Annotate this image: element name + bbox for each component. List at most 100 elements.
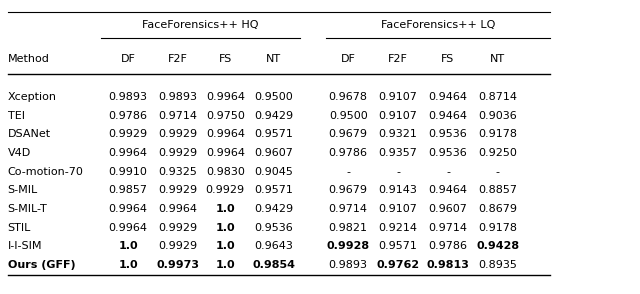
Text: 0.8857: 0.8857 <box>479 185 517 196</box>
Text: Ours (GFF): Ours (GFF) <box>8 260 76 270</box>
Text: Co-motion-70: Co-motion-70 <box>8 167 84 177</box>
Text: 0.9964: 0.9964 <box>109 204 147 214</box>
Text: 0.9893: 0.9893 <box>109 92 147 102</box>
Text: 0.9964: 0.9964 <box>206 92 244 102</box>
Text: 0.9830: 0.9830 <box>206 167 244 177</box>
Text: 0.9854: 0.9854 <box>252 260 296 270</box>
Text: STIL: STIL <box>8 223 31 233</box>
Text: Xception: Xception <box>8 92 57 102</box>
Text: 0.9929: 0.9929 <box>158 185 198 196</box>
Text: 0.9607: 0.9607 <box>255 148 293 158</box>
Text: S-MIL: S-MIL <box>8 185 38 196</box>
Text: 0.9964: 0.9964 <box>206 129 244 139</box>
Text: 0.9762: 0.9762 <box>376 260 420 270</box>
Text: 0.9893: 0.9893 <box>159 92 197 102</box>
Text: Method: Method <box>8 54 49 64</box>
Text: 0.9929: 0.9929 <box>205 185 245 196</box>
Text: 0.9679: 0.9679 <box>329 185 367 196</box>
Text: 0.9607: 0.9607 <box>429 204 467 214</box>
Text: 0.9107: 0.9107 <box>379 204 417 214</box>
Text: 0.9893: 0.9893 <box>329 260 367 270</box>
Text: FaceForensics++ LQ: FaceForensics++ LQ <box>381 20 495 30</box>
Text: 0.9929: 0.9929 <box>158 241 198 251</box>
Text: -: - <box>346 167 350 177</box>
Text: 0.9250: 0.9250 <box>479 148 517 158</box>
Text: 0.9964: 0.9964 <box>159 204 197 214</box>
Text: 0.9429: 0.9429 <box>254 204 294 214</box>
Text: 0.9786: 0.9786 <box>329 148 367 158</box>
Text: 0.9536: 0.9536 <box>255 223 293 233</box>
Text: NT: NT <box>490 54 506 64</box>
Text: 0.9357: 0.9357 <box>379 148 417 158</box>
Text: FS: FS <box>219 54 232 64</box>
Text: 0.9107: 0.9107 <box>379 92 417 102</box>
Text: 0.9500: 0.9500 <box>329 111 367 121</box>
Text: 0.9464: 0.9464 <box>429 185 467 196</box>
Text: 0.9045: 0.9045 <box>255 167 293 177</box>
Text: FS: FS <box>442 54 454 64</box>
Text: 0.9679: 0.9679 <box>329 129 367 139</box>
Text: 0.9857: 0.9857 <box>109 185 147 196</box>
Text: 0.9786: 0.9786 <box>429 241 467 251</box>
Text: 1.0: 1.0 <box>118 241 138 251</box>
Text: 0.9571: 0.9571 <box>255 185 293 196</box>
Text: 1.0: 1.0 <box>216 241 235 251</box>
Text: 0.9929: 0.9929 <box>108 129 148 139</box>
Text: 0.9325: 0.9325 <box>159 167 197 177</box>
Text: 0.9929: 0.9929 <box>158 223 198 233</box>
Text: 0.9036: 0.9036 <box>479 111 517 121</box>
Text: 0.9821: 0.9821 <box>329 223 367 233</box>
Text: 0.9929: 0.9929 <box>158 129 198 139</box>
Text: 0.9464: 0.9464 <box>429 111 467 121</box>
Text: TEI: TEI <box>8 111 25 121</box>
Text: DF: DF <box>120 54 136 64</box>
Text: 0.9143: 0.9143 <box>379 185 417 196</box>
Text: 0.9428: 0.9428 <box>476 241 520 251</box>
Text: 0.9429: 0.9429 <box>254 111 294 121</box>
Text: F2F: F2F <box>388 54 408 64</box>
Text: 0.9464: 0.9464 <box>429 92 467 102</box>
Text: -: - <box>396 167 400 177</box>
Text: 0.9973: 0.9973 <box>156 260 200 270</box>
Text: 0.9964: 0.9964 <box>109 223 147 233</box>
Text: 0.9107: 0.9107 <box>379 111 417 121</box>
Text: 1.0: 1.0 <box>216 223 235 233</box>
Text: 1.0: 1.0 <box>118 260 138 270</box>
Text: 0.9750: 0.9750 <box>206 111 244 121</box>
Text: 0.9964: 0.9964 <box>206 148 244 158</box>
Text: 0.9643: 0.9643 <box>255 241 293 251</box>
Text: 0.9214: 0.9214 <box>379 223 417 233</box>
Text: F2F: F2F <box>168 54 188 64</box>
Text: 0.9571: 0.9571 <box>255 129 293 139</box>
Text: 0.9928: 0.9928 <box>326 241 370 251</box>
Text: FaceForensics++ HQ: FaceForensics++ HQ <box>142 20 259 30</box>
Text: 0.9910: 0.9910 <box>109 167 147 177</box>
Text: 0.9929: 0.9929 <box>158 148 198 158</box>
Text: V4D: V4D <box>8 148 31 158</box>
Text: 1.0: 1.0 <box>216 260 235 270</box>
Text: 0.9571: 0.9571 <box>379 241 417 251</box>
Text: 0.9678: 0.9678 <box>329 92 367 102</box>
Text: S-MIL-T: S-MIL-T <box>8 204 47 214</box>
Text: 0.9786: 0.9786 <box>109 111 147 121</box>
Text: 0.9178: 0.9178 <box>479 223 517 233</box>
Text: DSANet: DSANet <box>8 129 51 139</box>
Text: 0.9321: 0.9321 <box>379 129 417 139</box>
Text: 0.9536: 0.9536 <box>429 148 467 158</box>
Text: 0.9714: 0.9714 <box>429 223 467 233</box>
Text: NT: NT <box>266 54 282 64</box>
Text: 0.9536: 0.9536 <box>429 129 467 139</box>
Text: 0.9964: 0.9964 <box>109 148 147 158</box>
Text: 0.8935: 0.8935 <box>479 260 517 270</box>
Text: -: - <box>496 167 500 177</box>
Text: 1.0: 1.0 <box>216 204 235 214</box>
Text: 0.8679: 0.8679 <box>479 204 517 214</box>
Text: -: - <box>446 167 450 177</box>
Text: 0.9714: 0.9714 <box>159 111 197 121</box>
Text: 0.9813: 0.9813 <box>427 260 469 270</box>
Text: I-I-SIM: I-I-SIM <box>8 241 42 251</box>
Text: 0.9714: 0.9714 <box>329 204 367 214</box>
Text: DF: DF <box>340 54 356 64</box>
Text: 0.8714: 0.8714 <box>479 92 517 102</box>
Text: 0.9178: 0.9178 <box>479 129 517 139</box>
